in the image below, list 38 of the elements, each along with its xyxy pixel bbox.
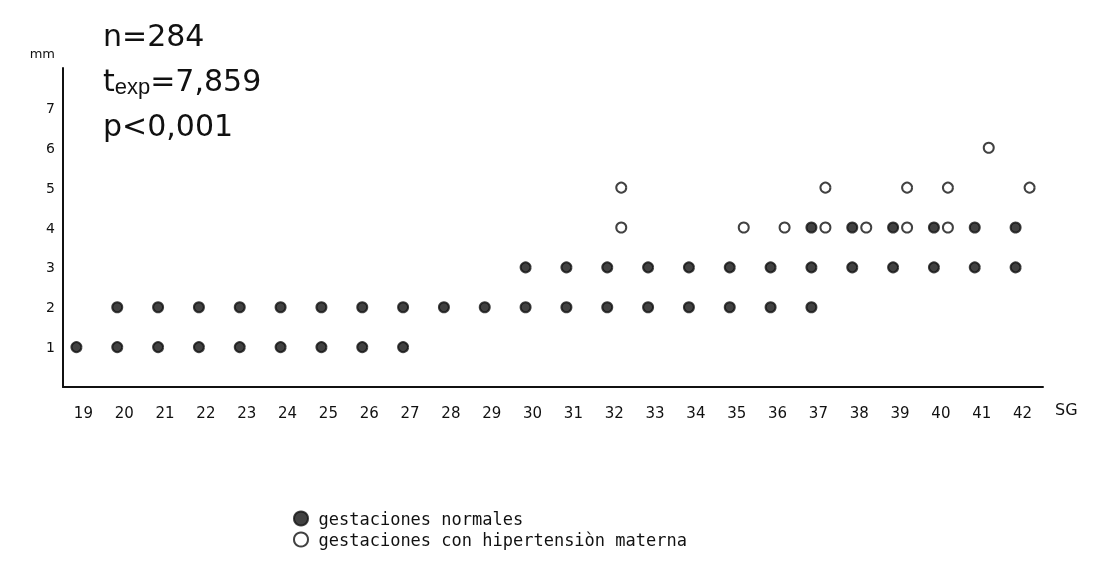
x-tick-label: 20 xyxy=(114,403,134,422)
y-axis-title: mm xyxy=(29,46,55,61)
text: n=284 xyxy=(103,17,205,53)
x-tick-label: 33 xyxy=(645,403,665,422)
y-tick-label: 2 xyxy=(46,299,55,316)
x-tick-label: 34 xyxy=(686,403,706,422)
legend-label: gestaciones con hipertensiòn materna xyxy=(318,529,687,550)
x-tick-label: 24 xyxy=(278,403,298,422)
x-tick-label: 38 xyxy=(849,403,869,422)
y-tick-label: 4 xyxy=(46,219,56,236)
x-tick-label: 36 xyxy=(768,403,788,422)
x-tick-label: 32 xyxy=(604,403,624,422)
x-tick-label: 27 xyxy=(400,403,420,422)
x-tick-label: 30 xyxy=(523,403,543,422)
x-axis-title: SG xyxy=(1055,399,1078,419)
x-tick-label: 41 xyxy=(972,403,992,422)
y-tick-label: 7 xyxy=(46,99,55,116)
x-tick-label: 29 xyxy=(482,403,502,422)
x-tick-label: 31 xyxy=(563,403,583,422)
y-tick-label: 3 xyxy=(46,259,55,276)
x-tick-label: 23 xyxy=(237,403,257,422)
x-tick-label: 26 xyxy=(359,403,379,422)
annotation: texp=7,859 xyxy=(103,62,262,99)
x-tick-label: 21 xyxy=(155,403,175,422)
y-tick-label: 6 xyxy=(46,139,56,156)
legend-label: gestaciones normales xyxy=(318,508,524,529)
x-tick-label: 22 xyxy=(196,403,216,422)
x-tick-label: 39 xyxy=(890,403,910,422)
y-tick-label: 5 xyxy=(46,179,55,196)
x-tick-label: 28 xyxy=(441,403,461,422)
x-tick-label: 25 xyxy=(318,403,338,422)
x-tick-label: 35 xyxy=(727,403,747,422)
y-tick-label: 1 xyxy=(46,339,55,356)
x-tick-label: 42 xyxy=(1013,403,1033,422)
x-tick-label: 40 xyxy=(931,403,951,422)
x-tick-label: 37 xyxy=(808,403,828,422)
x-tick-label: 19 xyxy=(73,403,93,422)
annotation: p<0,001 xyxy=(103,107,234,143)
